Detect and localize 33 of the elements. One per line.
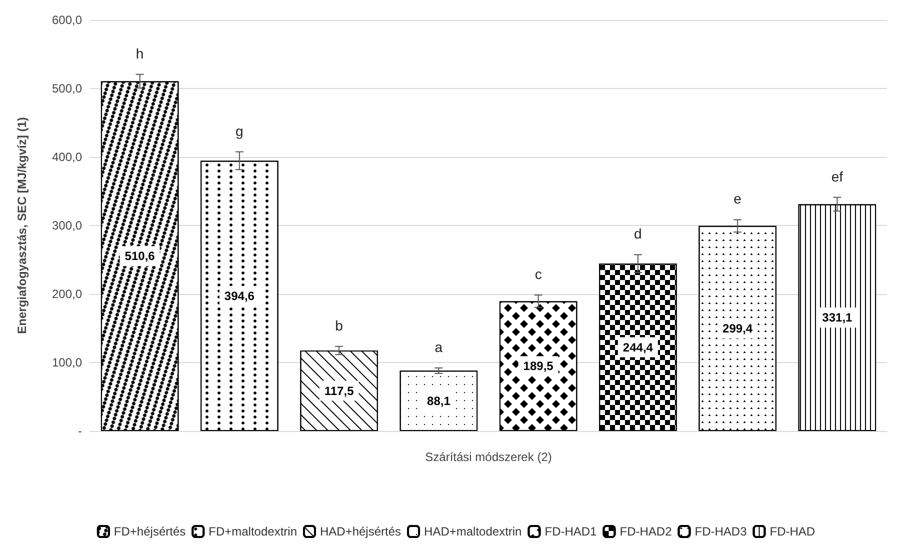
- legend-label: FD-HAD3: [694, 524, 748, 538]
- annotation: ef: [831, 168, 844, 184]
- data-label: 510,6: [124, 249, 156, 264]
- y-tick-label: 100,0: [52, 356, 82, 370]
- annotation: a: [434, 338, 443, 355]
- annotation: d: [634, 226, 642, 242]
- annotation: c: [534, 266, 542, 282]
- data-label: 394,6: [224, 288, 255, 303]
- data-label: 88,1: [427, 394, 451, 408]
- legend-label: FD-HAD1: [544, 524, 598, 538]
- data-label: 331,1: [822, 310, 853, 325]
- data-label: 117,5: [324, 384, 354, 398]
- data-label: 244,4: [622, 340, 654, 354]
- data-label: 189,5: [523, 359, 554, 374]
- y-tick-label: 500,0: [52, 82, 82, 96]
- y-tick-label: 600,0: [52, 13, 82, 27]
- x-axis-title: Szárítási módszerek (2): [425, 450, 552, 464]
- annotation: e: [734, 190, 742, 207]
- annotation: g: [236, 122, 244, 139]
- y-tick-label: 300,0: [52, 218, 82, 232]
- legend-label: HAD+héjsértés: [320, 524, 402, 538]
- data-label: 299,4: [722, 321, 753, 336]
- y-axis-title: Energiafogyasztás, SEC [MJ/kgvíz] (1): [15, 117, 29, 334]
- legend-label: HAD+maltodextrin: [424, 524, 522, 538]
- legend-label: FD+héjsértés: [114, 524, 186, 538]
- y-tick-label: 200,0: [52, 287, 82, 301]
- legend-label: FD-HAD: [770, 524, 816, 538]
- annotation: h: [136, 45, 144, 62]
- legend-label: FD-HAD2: [620, 524, 672, 538]
- legend-label: FD+maltodextrin: [208, 524, 298, 538]
- y-tick-label: 400,0: [52, 150, 82, 164]
- annotation: b: [335, 317, 344, 334]
- y-tick-label: -: [78, 424, 82, 438]
